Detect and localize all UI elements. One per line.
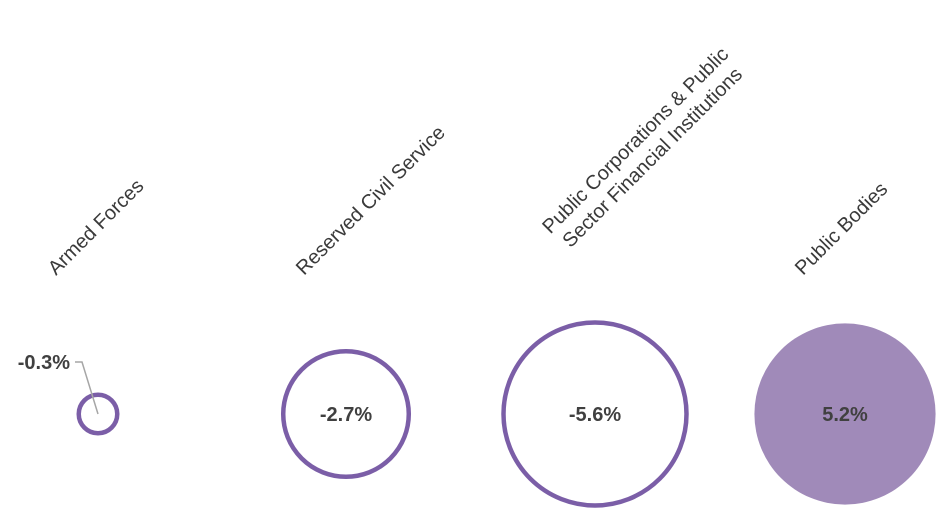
leader-line bbox=[75, 361, 99, 415]
category-label-armed-forces: Armed Forces bbox=[44, 175, 148, 279]
value-label-armed-forces: -0.3% bbox=[18, 352, 70, 374]
category-label-reserved-civil-service: Reserved Civil Service bbox=[292, 122, 450, 280]
bubble-public-bodies bbox=[754, 323, 936, 505]
value-label-reserved-civil-service: -2.7% bbox=[320, 404, 372, 426]
bubble-public-corporations-public-sector-financial-institutions bbox=[501, 320, 689, 508]
category-label-line: Public Bodies bbox=[791, 178, 892, 279]
category-label-public-bodies: Public Bodies bbox=[791, 178, 892, 279]
category-label-line: Sector Financial Institutions bbox=[559, 64, 747, 252]
bubble-armed-forces bbox=[76, 392, 120, 436]
category-label-line: Reserved Civil Service bbox=[292, 122, 450, 280]
category-label-line: Armed Forces bbox=[44, 175, 148, 279]
bubble-reserved-civil-service bbox=[280, 348, 412, 480]
value-label-public-bodies: 5.2% bbox=[822, 404, 868, 426]
category-label-line: Public Corporations & Public bbox=[538, 43, 733, 238]
value-label-public-corporations-public-sector-financial-institutions: -5.6% bbox=[569, 404, 621, 426]
